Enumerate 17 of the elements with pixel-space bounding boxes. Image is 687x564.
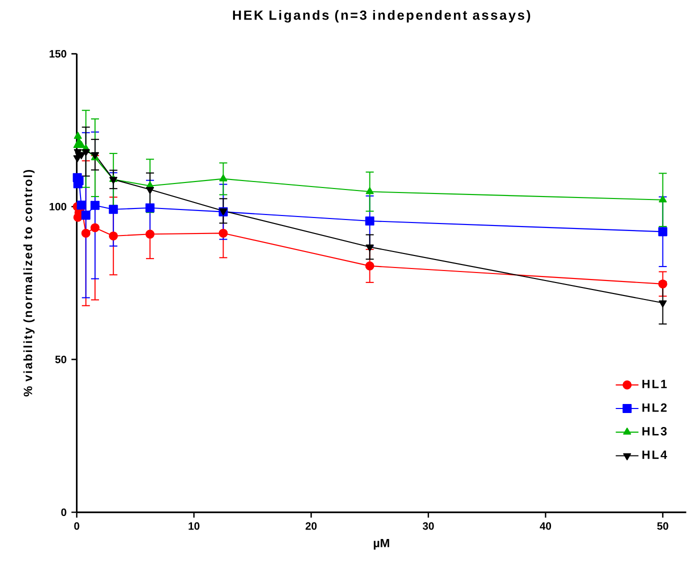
x-tick-label: 10 — [188, 522, 200, 530]
legend-label: HL2 — [642, 403, 667, 412]
x-axis-title: µM — [374, 538, 390, 550]
x-tick-label: 0 — [74, 522, 80, 530]
x-tick-label: 30 — [422, 522, 434, 530]
y-tick-label: 150 — [50, 50, 66, 58]
x-tick-label: 20 — [306, 522, 317, 530]
y-tick-label: 50 — [55, 356, 66, 364]
y-tick-label: 0 — [61, 508, 66, 516]
legend-label: HL1 — [642, 380, 667, 388]
x-tick-label: 40 — [540, 522, 552, 530]
legend-label: HL3 — [642, 426, 667, 436]
y-tick-label: 100 — [50, 202, 66, 210]
x-tick-label: 50 — [657, 522, 668, 530]
legend-label: HL4 — [642, 450, 668, 459]
y-axis-title: % viability (normalized to control) — [23, 170, 35, 396]
chart-title: HEK Ligands (n=3 independent assays) — [233, 10, 530, 22]
